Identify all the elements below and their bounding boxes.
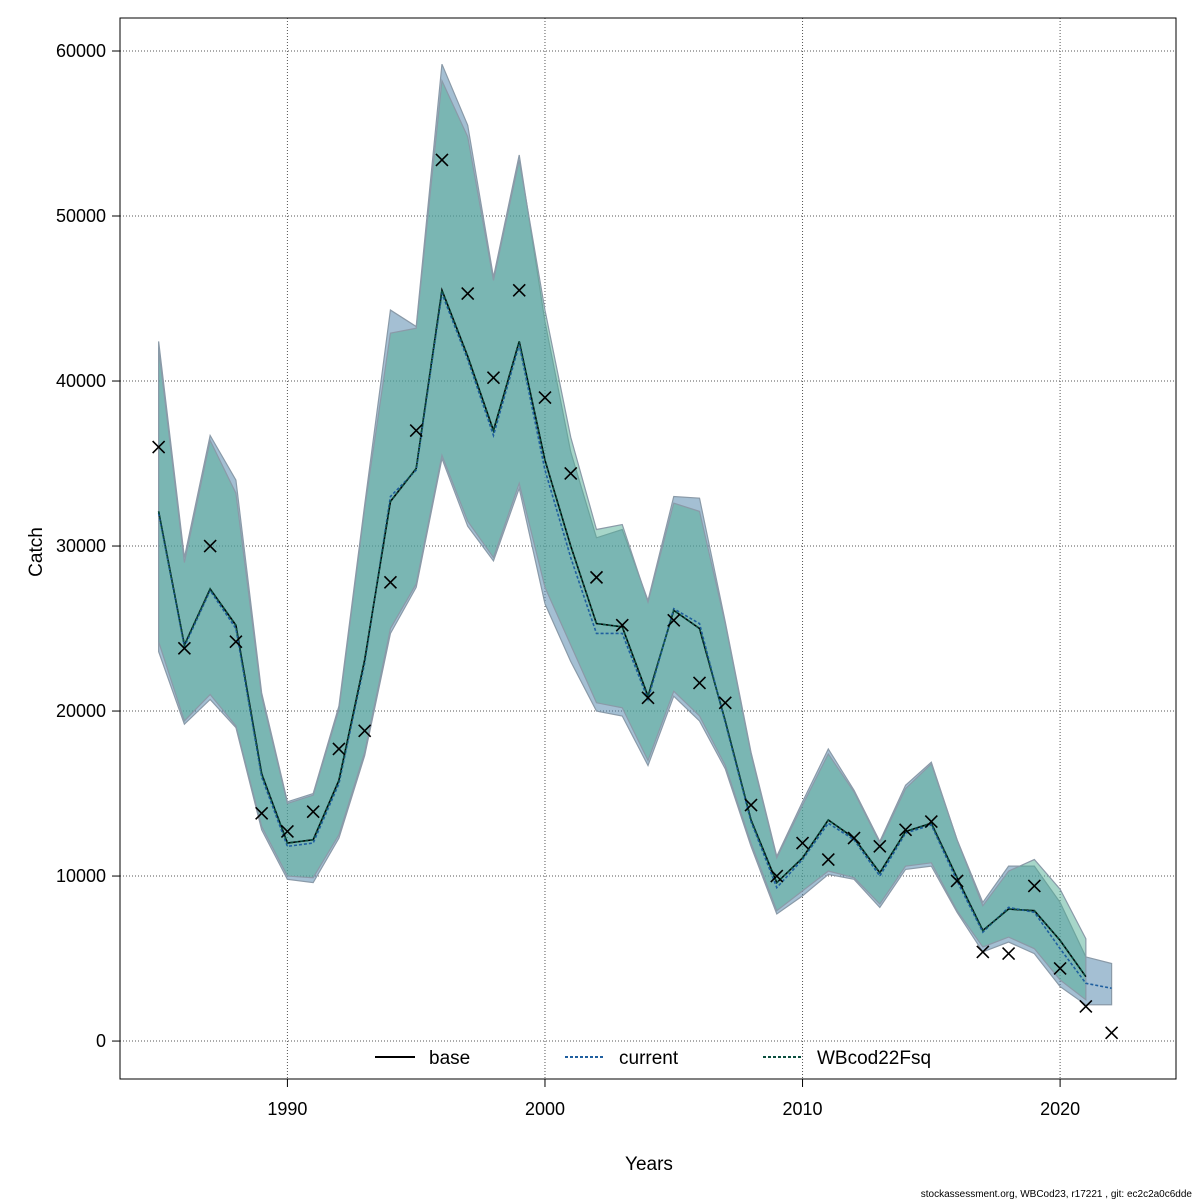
observed-point [795, 836, 810, 850]
observed-point [589, 570, 604, 584]
series-line-WBcod22Fsq [157, 287, 1087, 978]
observed-point [306, 805, 320, 819]
observed-point [1079, 999, 1093, 1013]
observed-point [924, 815, 938, 829]
observed-point [744, 798, 758, 812]
observed-point [332, 742, 346, 756]
observed-point [383, 575, 398, 589]
x-axis-label: Years [625, 1154, 673, 1175]
y-tick-label: 20000 [56, 701, 106, 721]
observed-point [564, 466, 578, 480]
observed-point [177, 641, 191, 655]
legend: base current WBcod22Fsq [375, 1048, 931, 1069]
y-tick-label: 60000 [56, 41, 106, 61]
legend-label-current: current [619, 1048, 679, 1069]
series-line-current [157, 290, 1112, 990]
observed-point [255, 806, 269, 820]
observed-point [358, 724, 372, 738]
observed-point [976, 945, 990, 959]
observed-point [847, 831, 861, 845]
observed-point [692, 676, 707, 690]
observed-point [152, 440, 166, 454]
observed-point [538, 390, 552, 405]
x-tick-label: 2020 [1040, 1099, 1080, 1119]
observed-points [152, 153, 1119, 1040]
observed-point [770, 869, 784, 883]
observed-point [950, 874, 964, 888]
x-tick-label: 2010 [783, 1099, 823, 1119]
observed-point [486, 371, 501, 385]
observed-point [1002, 947, 1016, 961]
observed-point [615, 618, 629, 632]
observed-point [203, 539, 217, 553]
observed-point [512, 283, 526, 297]
observed-point [898, 823, 913, 837]
confidence-band-WBcod22Fsq [158, 78, 1087, 1002]
legend-label-WBcod22Fsq: WBcod22Fsq [817, 1048, 931, 1069]
observed-point [435, 153, 449, 167]
grid [120, 18, 1176, 1079]
series-lines [157, 287, 1112, 990]
observed-point [461, 286, 475, 301]
observed-point [667, 613, 681, 627]
axes: 1990 2000 2010 2020 0 10000 20000 30000 40000 500… [56, 41, 1080, 1119]
observed-point [409, 423, 423, 438]
y-tick-label: 0 [96, 1031, 106, 1051]
observed-point [229, 635, 243, 649]
observed-point [1053, 961, 1067, 976]
y-tick-label: 10000 [56, 866, 106, 886]
plot-frame [119, 17, 1177, 1080]
x-tick-label: 1990 [267, 1099, 307, 1119]
footer-credit: stockassessment.org, WBCod23, r17221 , g… [921, 1189, 1193, 1200]
observed-point [1105, 1026, 1119, 1040]
observed-point [641, 691, 655, 705]
observed-point [873, 839, 887, 853]
y-axis-label: Catch [26, 527, 47, 577]
x-tick-label: 2000 [525, 1099, 565, 1119]
observed-point [280, 824, 294, 839]
y-tick-label: 40000 [56, 371, 106, 391]
y-tick-label: 50000 [56, 206, 106, 226]
observed-point [1027, 879, 1041, 893]
observed-point [821, 852, 835, 867]
observed-point [718, 696, 732, 710]
confidence-bands [158, 63, 1113, 1006]
legend-label-base: base [429, 1048, 470, 1069]
y-tick-label: 30000 [56, 536, 106, 556]
